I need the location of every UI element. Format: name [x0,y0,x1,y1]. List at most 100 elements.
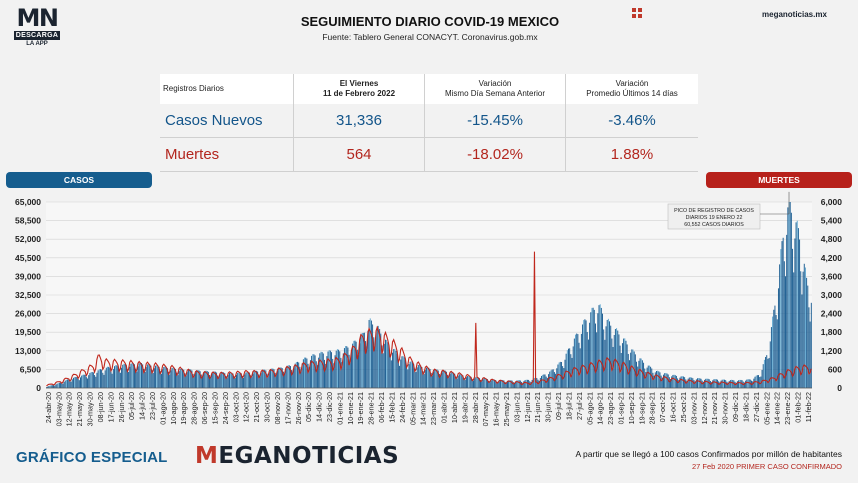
cases-bar [240,373,242,388]
cases-bar [46,387,47,388]
cases-bar [596,332,598,388]
cases-bar [476,376,478,388]
cases-bar [477,377,479,388]
cases-bar [219,374,221,388]
cases-bar [603,329,605,388]
cases-bar [131,362,133,388]
cases-bar [780,249,782,388]
cases-bar [72,377,74,388]
cases-bar [543,374,545,388]
y-right-tick-label: 1,800 [821,327,843,337]
cases-bar [183,369,185,388]
cases-bar [241,375,243,388]
cases-bar [427,367,429,388]
cases-bar [374,345,376,388]
cases-bar [179,368,181,388]
cases-bar [629,360,630,388]
cases-bar [396,353,398,388]
cases-bar [334,355,336,388]
cases-bar [727,382,729,388]
cases-bar [190,369,192,388]
cases-bar [115,365,117,388]
y-left-tick-label: 19,500 [15,327,41,337]
cases-bar [393,349,395,388]
cases-bar [172,367,174,388]
cases-bar [448,377,450,388]
cases-bar [176,372,178,388]
cases-bar [258,374,260,388]
cases-bar [153,368,155,388]
cases-bar [98,369,100,388]
brand-logo: MN DESCARGA LA APP [14,4,60,47]
summary-header-row: Registros Diarios El Viernes 11 de Febre… [160,74,698,104]
cases-bar [77,379,79,388]
cases-bar [611,338,613,388]
cases-bar [286,366,288,388]
cases-bar [312,354,314,388]
cases-bar [233,376,235,388]
cases-bar [678,380,680,388]
x-tick-label: 09-dic-21 [731,392,740,422]
cases-bar [609,321,611,388]
cases-bar [670,379,672,388]
cases-bar [394,348,396,388]
cases-bar [431,375,433,388]
x-tick-label: 14-ene-22 [773,392,782,425]
cases-bar [392,352,394,388]
cases-bar [316,365,318,388]
cases-bar [568,348,569,388]
cases-bar [458,374,460,388]
cases-bar [81,375,83,388]
brand-logo-letters: MN [16,4,59,32]
cases-bar [768,357,770,388]
y-right-tick-label: 600 [828,364,842,374]
cases-bar [518,380,520,388]
cases-bar [359,343,361,388]
cases-bar [227,374,229,388]
summary-table: Registros Diarios El Viernes 11 de Febre… [160,74,698,172]
cases-bar [404,359,406,388]
cases-bar [590,312,592,388]
cases-bar [740,379,742,388]
cases-bar [341,362,343,388]
cases-bar [230,372,232,388]
cases-bar [617,330,619,388]
cases-bar [253,371,255,388]
cases-bar [489,382,491,388]
cases-bar [329,350,331,388]
cases-bar [75,376,77,388]
cases-bar [471,379,473,388]
cases-bar [589,322,591,388]
cases-bar [89,373,91,388]
cases-bar [137,366,139,388]
cases-bar [704,379,706,388]
cases-bar [279,367,281,388]
cases-bar [125,364,127,388]
cases-bar [55,384,57,388]
x-tick-label: 25-may-21 [502,392,511,426]
site-link[interactable]: meganoticias.mx [762,10,827,19]
cases-bar [380,333,382,388]
cases-bar [295,362,297,388]
cases-bar [599,304,601,388]
cases-bar [407,369,409,388]
cases-bar [383,343,385,388]
cases-bar [322,353,324,388]
summary-row-deaths: Muertes 564 -18.02% 1.88% [160,137,698,172]
grid-menu-icon[interactable] [632,8,642,18]
cases-bar [278,368,280,388]
cases-bar [770,327,772,388]
x-tick-label: 27-jul-21 [575,392,584,420]
cases-bar [297,361,298,388]
peak-annotation-text: PICO DE REGISTRO DE CASOS [674,208,754,214]
cases-bar [641,360,643,388]
cases-bar [379,328,381,388]
cases-bar [358,354,359,388]
cases-bar [619,345,621,388]
cases-bar [580,333,582,388]
summary-deaths-var-week: -18.02% [424,137,566,172]
cases-bar [551,369,553,388]
cases-bar [386,339,388,388]
cases-bar [198,370,200,388]
cases-bar [419,364,420,388]
